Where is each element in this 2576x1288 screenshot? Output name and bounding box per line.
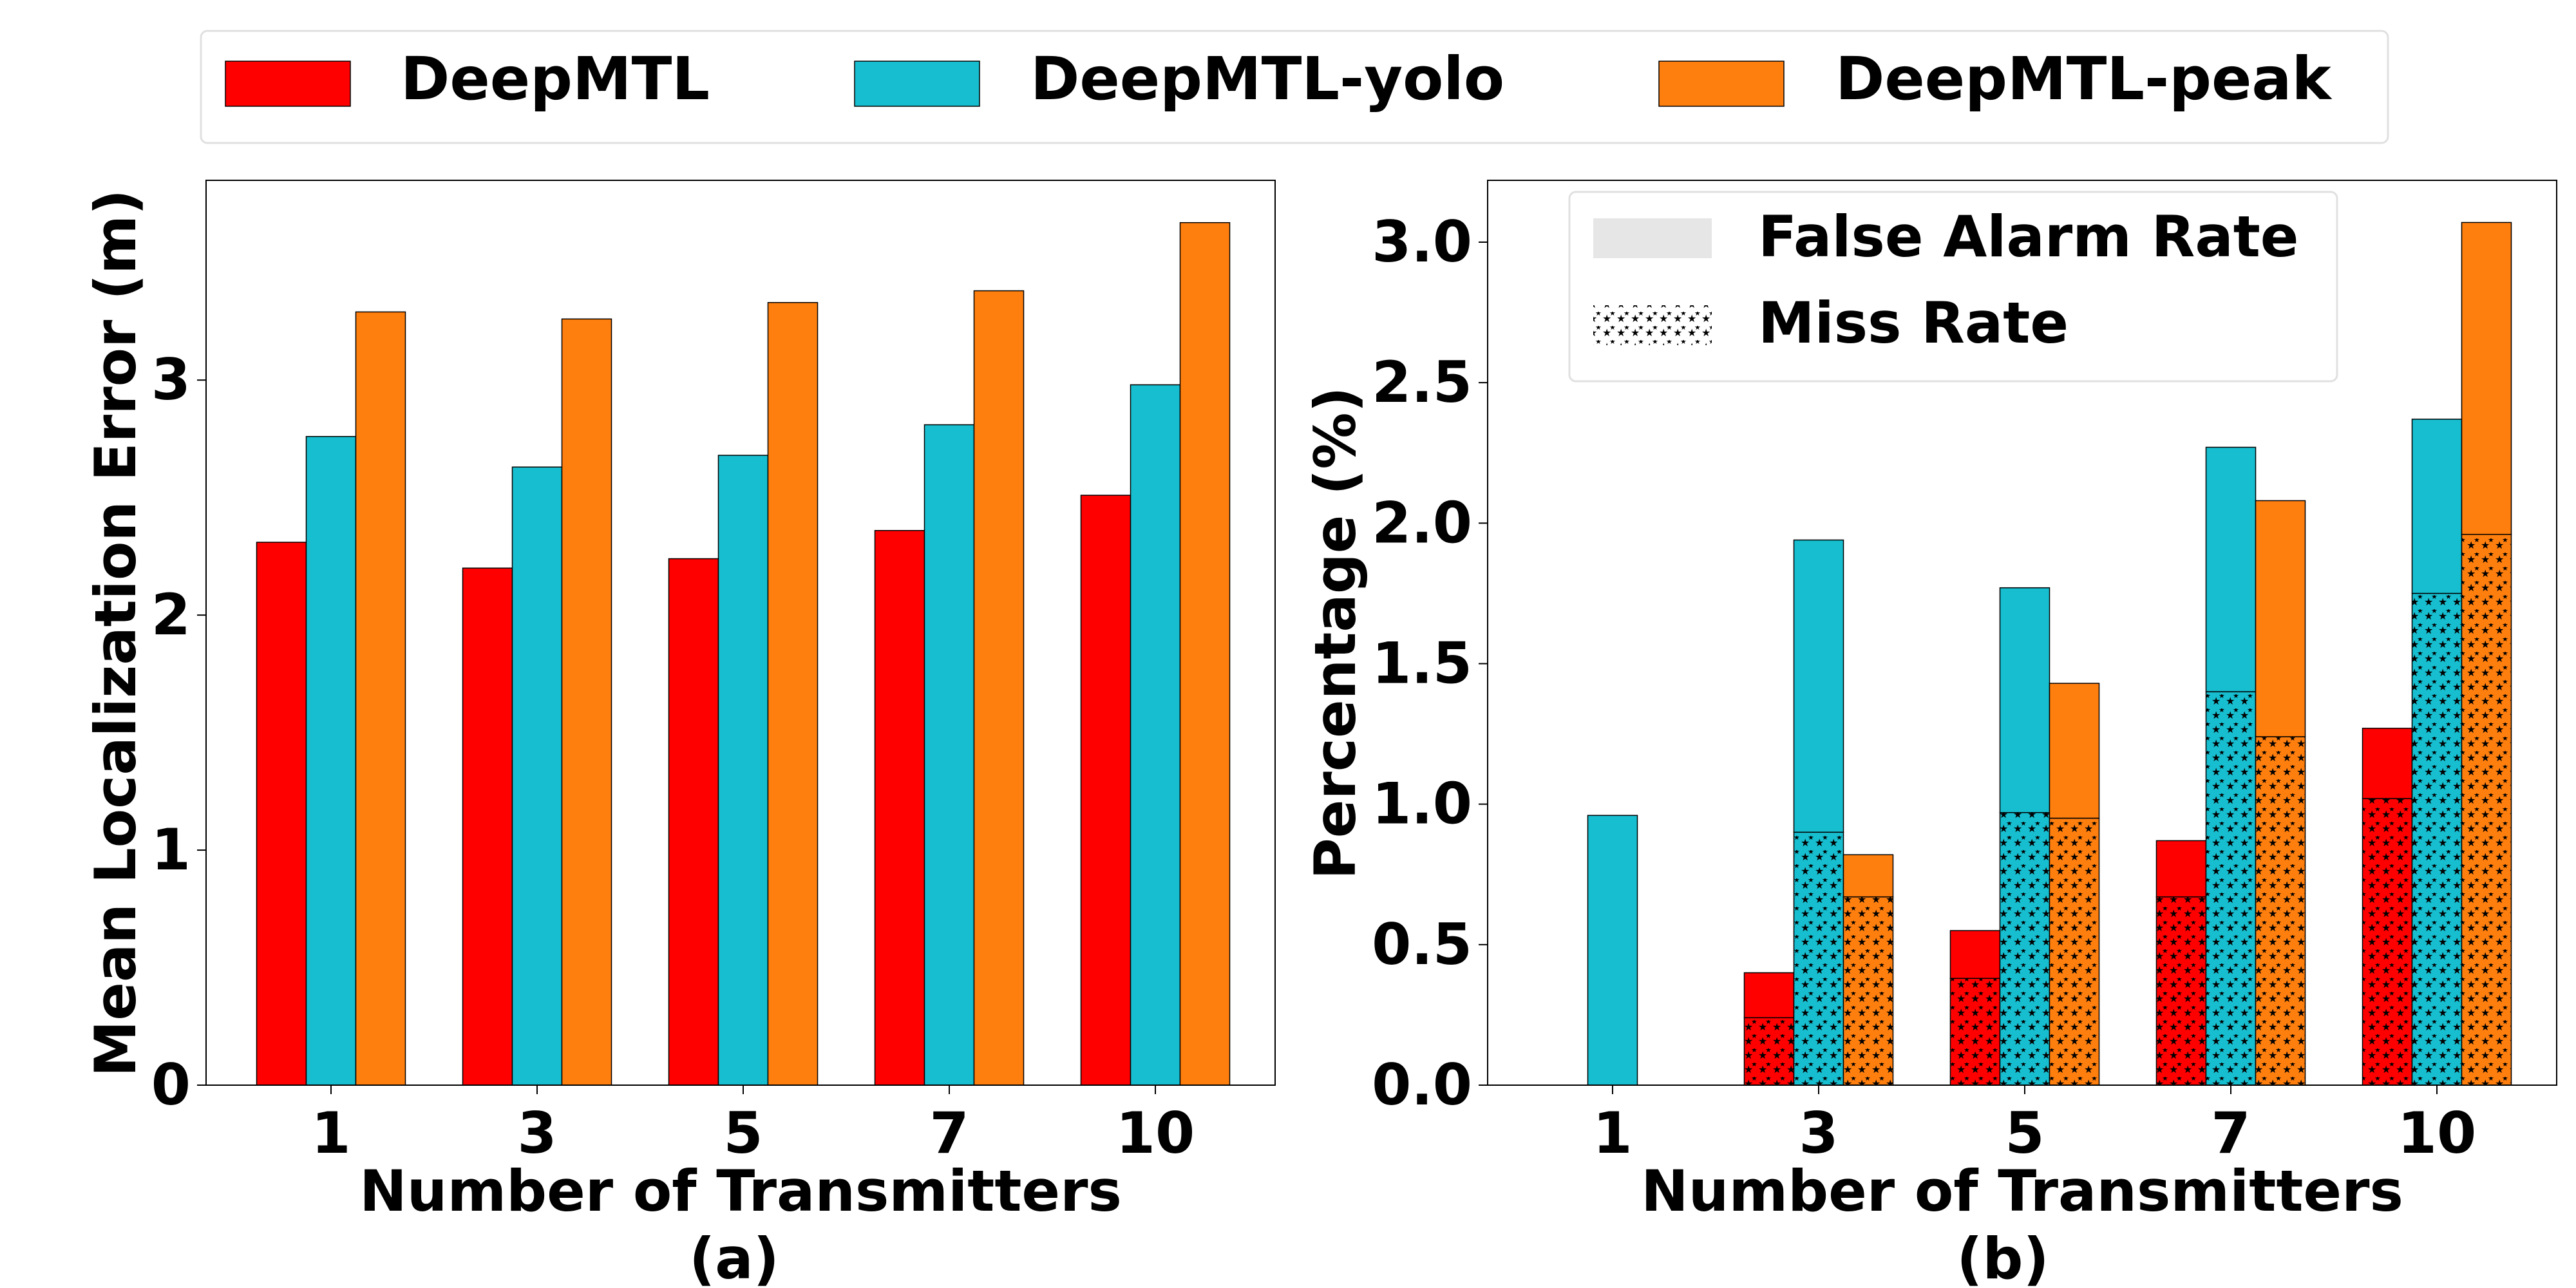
chart-b-bar-miss-pattern-deepmtl-yolo-10 [2411, 592, 2463, 1086]
chart-a-bar-deepmtl-yolo-1 [305, 436, 357, 1086]
chart-b-bar-false-alarm-deepmtl-yolo-7 [2205, 446, 2257, 692]
chart-a-bar-deepmtl-peak-7 [973, 290, 1025, 1086]
chart-b-y-tick-label: 2.5 [1372, 349, 1472, 415]
chart-b-bar-miss-pattern-deepmtl-peak-5 [2049, 817, 2100, 1086]
chart-b-y-ticks: 0.0 0.5 1.0 1.5 2.0 2.5 3.0 [1372, 209, 1488, 1118]
chart-b-bar-false-alarm-deepmtl-yolo-1 [1587, 815, 1638, 1086]
chart-a-y-axis-label: Mean Localization Error (m) [82, 189, 149, 1077]
chart-b-bar-false-alarm-deepmtl-10 [2362, 728, 2413, 799]
chart-b-x-ticks: 1 3 5 7 10 [1593, 1085, 2476, 1166]
legend-swatch-deepmtl [225, 61, 351, 107]
chart-a-bar-deepmtl-yolo-7 [923, 424, 975, 1086]
chart-a-y-tick-label: 2 [151, 582, 191, 648]
chart-a-bar-deepmtl-3 [462, 567, 513, 1086]
chart-a-x-tick-label: 5 [723, 1100, 762, 1166]
chart-b-x-tick-label: 7 [2211, 1100, 2250, 1166]
chart-a-bar-deepmtl-peak-5 [767, 302, 819, 1086]
chart-b-x-tick-label: 1 [1593, 1100, 1632, 1166]
chart-a-y-tick-label: 0 [151, 1052, 191, 1118]
legend-swatch-deepmtl-peak [1658, 61, 1785, 107]
chart-b-legend-label-false-alarm: False Alarm Rate [1758, 204, 2298, 270]
chart-b-y-axis-label: Percentage (%) [1302, 386, 1368, 879]
chart-a-x-tick-label: 7 [929, 1100, 969, 1166]
chart-a-x-ticks: 1 3 5 7 10 [311, 1085, 1195, 1166]
chart-b-bar-false-alarm-deepmtl-peak-5 [2049, 683, 2100, 819]
chart-a-x-axis-label: Number of Transmitters [359, 1158, 1122, 1224]
chart-b-bar-false-alarm-deepmtl-5 [1949, 930, 2001, 979]
chart-b-bar-false-alarm-deepmtl-peak-7 [2255, 500, 2306, 737]
chart-a-bars [256, 222, 1231, 1086]
chart-b-bar-false-alarm-deepmtl-7 [2155, 840, 2207, 898]
chart-a-x-tick-label: 1 [311, 1100, 350, 1166]
chart-b-legend-frame [1568, 191, 2338, 383]
chart-b-bar-false-alarm-deepmtl-yolo-3 [1793, 539, 1844, 833]
chart-b-bar-miss-pattern-deepmtl-peak-3 [1842, 896, 1894, 1086]
chart-b-x-tick-label: 3 [1799, 1100, 1838, 1166]
chart-b-y-tick-label: 0.5 [1372, 911, 1472, 978]
chart-a-bar-deepmtl-peak-1 [355, 311, 406, 1086]
chart-b-bar-false-alarm-deepmtl-peak-3 [1842, 854, 1894, 898]
chart-b-bar-miss-pattern-deepmtl-7 [2155, 896, 2207, 1086]
chart-b-x-tick-label: 5 [2005, 1100, 2044, 1166]
chart-b-x-tick-label: 10 [2398, 1100, 2476, 1166]
chart-b-x-axis-label: Number of Transmitters [1641, 1158, 2403, 1224]
chart-b-y-tick-label: 1.0 [1372, 771, 1472, 837]
chart-b-legend: False Alarm Rate Miss Rate [1568, 191, 2338, 383]
chart-b-bar-false-alarm-deepmtl-3 [1743, 972, 1795, 1019]
chart-a-bar-deepmtl-yolo-5 [717, 455, 769, 1086]
chart-b-bar-false-alarm-deepmtl-peak-10 [2461, 222, 2512, 535]
legend-swatch-deepmtl-yolo [854, 61, 980, 107]
chart-a-y-tick-label: 3 [151, 346, 191, 413]
chart-a-y-ticks: 0 1 2 3 [151, 346, 206, 1118]
chart-a-bar-deepmtl-yolo-10 [1130, 384, 1181, 1086]
chart-a-bar-deepmtl-7 [874, 530, 925, 1086]
chart-b-bar-miss-pattern-deepmtl-5 [1949, 978, 2001, 1086]
chart-a-bar-deepmtl-peak-3 [561, 318, 612, 1086]
chart-b-bar-miss-pattern-deepmtl-yolo-5 [1999, 812, 2050, 1086]
chart-b-y-tick-label: 3.0 [1372, 209, 1472, 275]
chart-b-y-tick-label: 1.5 [1372, 630, 1472, 696]
chart-a-x-tick-label: 10 [1116, 1100, 1195, 1166]
chart-b-legend-swatch-false-alarm [1593, 218, 1712, 258]
top-legend: DeepMTL DeepMTL-yolo DeepMTL-peak [200, 30, 2389, 144]
chart-b: 0.0 0.5 1.0 1.5 2.0 2.5 3.0 1 3 5 7 10 False Alarm… [1302, 180, 2557, 1288]
chart-b-legend-label-miss-rate: Miss Rate [1758, 290, 2069, 356]
chart-b-legend-swatch-miss-rate-pattern [1593, 305, 1712, 345]
chart-b-bar-miss-pattern-deepmtl-10 [2362, 798, 2413, 1086]
top-legend-frame [200, 30, 2389, 144]
chart-b-bar-miss-pattern-deepmtl-yolo-3 [1793, 831, 1844, 1086]
chart-a-x-tick-label: 3 [517, 1100, 556, 1166]
chart-b-y-tick-label: 2.0 [1372, 489, 1472, 556]
legend-label-deepmtl-peak: DeepMTL-peak [1835, 44, 2332, 113]
chart-a-bar-deepmtl-peak-10 [1179, 222, 1231, 1086]
chart-a-bar-deepmtl-5 [668, 558, 719, 1086]
chart-a-y-tick-label: 1 [151, 817, 191, 883]
chart-b-bars [1538, 222, 2512, 1086]
chart-b-frame [1487, 180, 2557, 1086]
chart-b-bar-miss-pattern-deepmtl-peak-10 [2461, 534, 2512, 1086]
chart-b-bar-false-alarm-deepmtl-yolo-5 [1999, 587, 2050, 813]
chart-a-frame [205, 180, 1276, 1086]
chart-b-bar-miss-pattern-deepmtl-3 [1743, 1017, 1795, 1086]
chart-b-bar-false-alarm-deepmtl-yolo-10 [2411, 419, 2463, 594]
chart-b-bar-miss-pattern-deepmtl-yolo-7 [2205, 691, 2257, 1086]
chart-b-caption: (b) [1956, 1226, 2049, 1288]
legend-label-deepmtl: DeepMTL [401, 44, 710, 113]
chart-b-y-tick-label: 0.0 [1372, 1052, 1472, 1118]
chart-a-bar-deepmtl-10 [1080, 495, 1132, 1086]
legend-label-deepmtl-yolo: DeepMTL-yolo [1030, 44, 1504, 113]
chart-a-bar-deepmtl-yolo-3 [511, 466, 563, 1086]
chart-b-bar-miss-pattern-deepmtl-peak-7 [2255, 736, 2306, 1086]
chart-a-bar-deepmtl-1 [256, 542, 307, 1086]
chart-a-caption: (a) [689, 1226, 779, 1288]
